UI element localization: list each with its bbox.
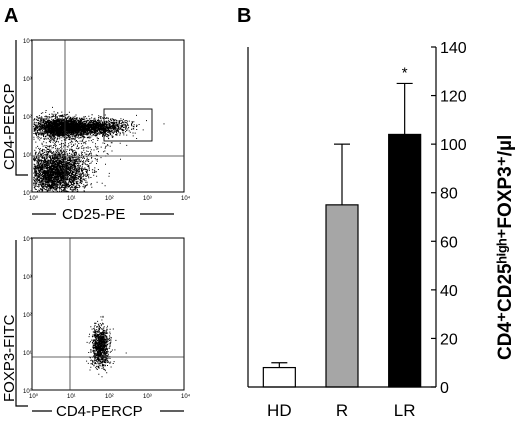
- flow-plot-bottom: FOXP3-FITC CD4-PERCP 10⁰ 10¹ 10² 10³ 10⁴10⁰1…: [1, 236, 191, 420]
- flow-bottom-frame: [31, 237, 185, 391]
- y-tick-label-20: 20: [440, 331, 458, 348]
- flow-top-bracket-y: [15, 40, 28, 176]
- flow-y-tick-label: 10⁴: [23, 236, 33, 243]
- flow-bottom-xlabel: CD4-PERCP: [56, 403, 143, 420]
- x-tick-label-r: R: [336, 401, 348, 420]
- x-tick-label-lr: LR: [394, 401, 416, 420]
- flow-y-tick-label: 10¹: [23, 351, 32, 357]
- event-dots: [33, 106, 108, 146]
- flow-x-tick-label: 10²: [105, 196, 114, 202]
- bar-series: *: [262, 64, 422, 388]
- x-tick-label-hd: HD: [267, 401, 292, 420]
- bar-chart-ylabel: CD4⁺CD25ʰⁱᵍʰ⁺FOXP3⁺/µl: [495, 135, 516, 360]
- y-tick-label-0: 0: [440, 380, 449, 397]
- flow-y-tick-label: 10³: [23, 275, 32, 281]
- flow-top-events: [33, 106, 165, 192]
- flow-x-tick-label: 10⁴: [181, 393, 191, 400]
- flow-x-tick-label: 10¹: [67, 196, 76, 202]
- flow-y-tick-label: 10⁴: [23, 38, 33, 45]
- flow-x-tick-label: 10¹: [67, 394, 76, 400]
- bar-r: [325, 204, 359, 388]
- bar-hd: [262, 366, 296, 388]
- event-dots: [49, 114, 165, 142]
- y-tick-label-80: 80: [440, 186, 458, 203]
- bar-lr: [388, 133, 422, 388]
- flow-bottom-events: [86, 315, 127, 378]
- flow-x-tick-label: 10⁴: [181, 195, 191, 202]
- event-dots: [86, 339, 127, 374]
- flow-top-gate-label: R3: [118, 119, 129, 128]
- flow-y-tick-label: 10²: [23, 115, 32, 121]
- flow-x-tick-label: 10²: [105, 394, 114, 400]
- flow-x-tick-label: 10⁰: [29, 195, 39, 202]
- flow-top-ylabel: CD4-PERCP: [1, 83, 18, 170]
- flow-y-tick-label: 10⁰: [23, 388, 33, 395]
- flow-bottom-ylabel: FOXP3-FITC: [1, 314, 18, 402]
- significance-marker: *: [402, 64, 408, 81]
- y-tick-label-60: 60: [440, 234, 458, 251]
- flow-x-tick-label: 10⁰: [29, 393, 39, 400]
- y-tick-label-140: 140: [440, 40, 467, 57]
- y-tick-label-40: 40: [440, 283, 458, 300]
- y-tick-label-120: 120: [440, 89, 467, 106]
- flow-bottom-bracket-y: [15, 240, 28, 407]
- bar-chart-y-axis: 0 20 40 60 80 100 120 140: [247, 40, 467, 397]
- bar-chart-x-labels: HD R LR: [267, 401, 415, 420]
- flow-plot-top: R3 CD4-PERCP CD25-PE 10⁰ 10¹ 10² 10³ 10⁴10⁰1…: [1, 38, 191, 223]
- flow-y-tick-label: 10²: [23, 313, 32, 319]
- panel-a-letter: A: [4, 5, 18, 27]
- flow-top-xlabel: CD25-PE: [62, 206, 125, 223]
- event-dots: [33, 134, 110, 192]
- flow-y-tick-label: 10⁰: [23, 190, 33, 197]
- flow-y-tick-label: 10¹: [23, 153, 32, 159]
- flow-x-tick-label: 10³: [143, 196, 152, 202]
- flow-x-tick-label: 10³: [143, 394, 152, 400]
- flow-y-tick-label: 10³: [23, 77, 32, 83]
- flow-top-gate-r3: [103, 108, 153, 142]
- flow-bottom-ticks: 10⁰ 10¹ 10² 10³ 10⁴ 10⁰ 10¹ 10² 10³ 10⁴: [23, 236, 191, 400]
- event-dots: [88, 315, 114, 378]
- flow-top-ticks: 10⁰ 10¹ 10² 10³ 10⁴ 10⁰ 10¹ 10² 10³ 10⁴: [23, 38, 191, 202]
- panel-b-letter: B: [237, 5, 251, 27]
- y-tick-label-100: 100: [440, 137, 467, 154]
- bar-chart: * 0 20 40 60 80 100 120 140 HD R LR CD4⁺CD25ʰⁱᵍʰ⁺…: [247, 40, 516, 420]
